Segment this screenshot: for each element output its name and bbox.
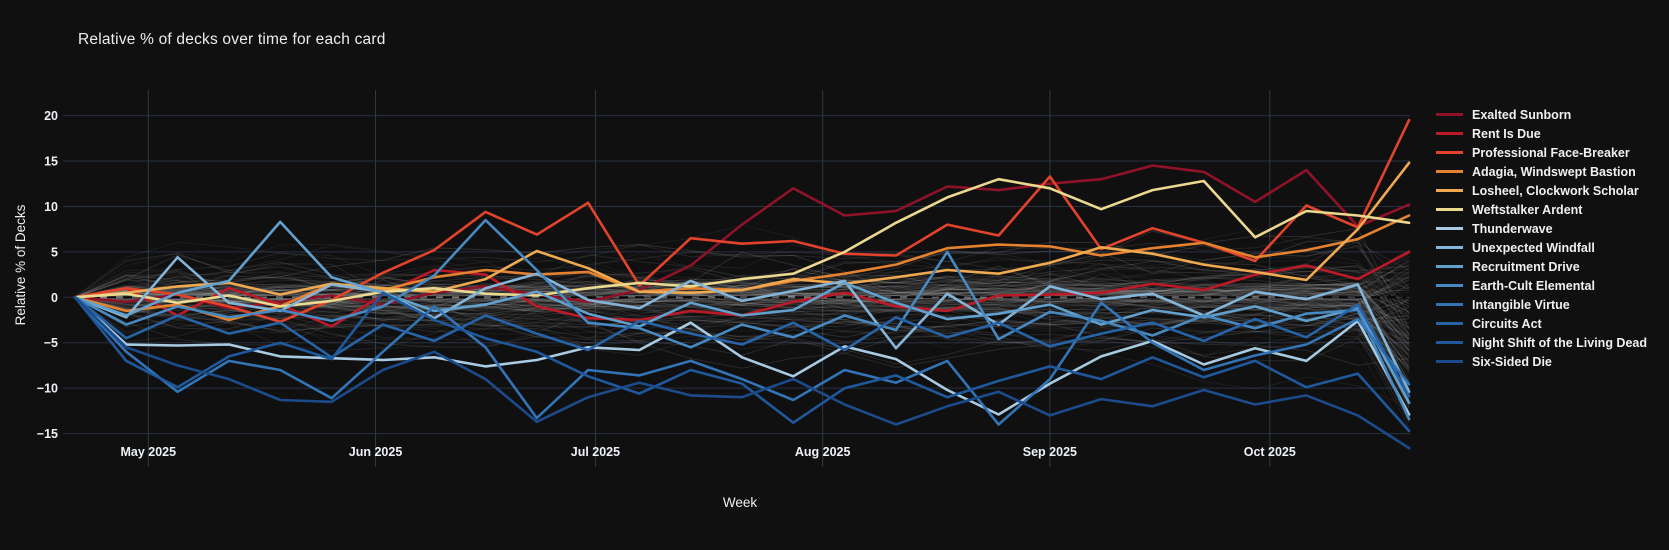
legend-swatch-line [1436,341,1463,344]
legend-label: Losheel, Clockwork Scholar [1472,183,1639,198]
legend-label: Recruitment Drive [1472,259,1580,274]
legend-swatch-line [1436,322,1463,325]
legend-item[interactable]: Thunderwave [1436,219,1647,238]
legend-label: Intangible Virtue [1472,297,1570,312]
legend-swatch-line [1436,113,1463,116]
x-axis-title: Week [723,495,758,510]
legend-label: Professional Face-Breaker [1472,145,1630,160]
x-tick-label: Oct 2025 [1244,445,1296,459]
y-axis-title: Relative % of Decks [13,204,28,325]
y-tick-label: 15 [44,155,58,169]
series-line-thunderwave[interactable] [73,295,1411,416]
series-line-circuits-act[interactable] [73,295,1411,398]
y-tick-label: 5 [51,245,58,259]
legend-label: Thunderwave [1472,221,1553,236]
legend-item[interactable]: Rent Is Due [1436,124,1647,143]
chart-title: Relative % of decks over time for each c… [78,31,386,48]
legend-label: Weftstalker Ardent [1472,202,1583,217]
series-line-intangible-virtue[interactable] [73,295,1411,426]
legend-item[interactable]: Night Shift of the Living Dead [1436,333,1647,352]
legend-item[interactable]: Weftstalker Ardent [1436,200,1647,219]
series-line-recruitment-drive[interactable] [73,220,1411,405]
series-line-weftstalker-ardent[interactable] [73,177,1411,308]
background-lines [74,224,1410,436]
legend-label: Night Shift of the Living Dead [1472,335,1647,350]
y-tick-label: −10 [37,382,58,396]
legend-swatch-line [1436,132,1463,135]
legend-label: Earth-Cult Elemental [1472,278,1595,293]
series-line-unexpected-windfall[interactable] [73,255,1411,394]
legend-label: Unexpected Windfall [1472,240,1595,255]
legend-label: Exalted Sunborn [1472,107,1572,122]
y-tick-label: −15 [37,427,58,441]
y-tick-label: −5 [44,336,58,350]
y-tick-label: 0 [51,291,58,305]
legend-item[interactable]: Losheel, Clockwork Scholar [1436,181,1647,200]
legend-label: Adagia, Windswept Bastion [1472,164,1636,179]
legend-swatch-line [1436,303,1463,306]
legend-item[interactable]: Exalted Sunborn [1436,105,1647,124]
x-tick-label: Sep 2025 [1023,445,1077,459]
y-tick-label: 20 [44,109,58,123]
series-line-losheel-clockwork-scholar[interactable] [73,161,1411,299]
highlighted-series [73,118,1411,450]
legend-item[interactable]: Circuits Act [1436,314,1647,333]
y-tick-label: 10 [44,200,58,214]
x-tick-label: Aug 2025 [795,445,851,459]
series-line-night-shift-of-the-living-dead[interactable] [73,291,1411,433]
legend-swatch-line [1436,208,1463,211]
legend-label: Rent Is Due [1472,126,1541,141]
tick-labels: 20 15 10 5 0 −5 −10 −15 May 2025 Jun 2025 Jul 2025… [37,109,1296,459]
legend-item[interactable]: Adagia, Windswept Bastion [1436,162,1647,181]
legend-item[interactable]: Recruitment Drive [1436,257,1647,276]
x-tick-label: May 2025 [120,445,176,459]
legend-item[interactable]: Unexpected Windfall [1436,238,1647,257]
legend-label: Six-Sided Die [1472,354,1552,369]
legend-swatch-line [1436,170,1463,173]
legend-swatch-line [1436,284,1463,287]
legend: Exalted Sunborn Rent Is Due Professional F… [1436,105,1647,371]
legend-item[interactable]: Earth-Cult Elemental [1436,276,1647,295]
series-line-earth-cult-elemental[interactable] [73,218,1411,421]
legend-swatch-line [1436,151,1463,154]
legend-swatch-line [1436,227,1463,230]
legend-item[interactable]: Intangible Virtue [1436,295,1647,314]
series-line-six-sided-die[interactable] [73,295,1411,450]
legend-swatch-line [1436,246,1463,249]
legend-swatch-line [1436,360,1463,363]
x-tick-label: Jul 2025 [571,445,620,459]
legend-swatch-line [1436,189,1463,192]
legend-item[interactable]: Six-Sided Die [1436,352,1647,371]
legend-item[interactable]: Professional Face-Breaker [1436,143,1647,162]
legend-swatch-line [1436,265,1463,268]
x-tick-label: Jun 2025 [349,445,403,459]
legend-label: Circuits Act [1472,316,1542,331]
